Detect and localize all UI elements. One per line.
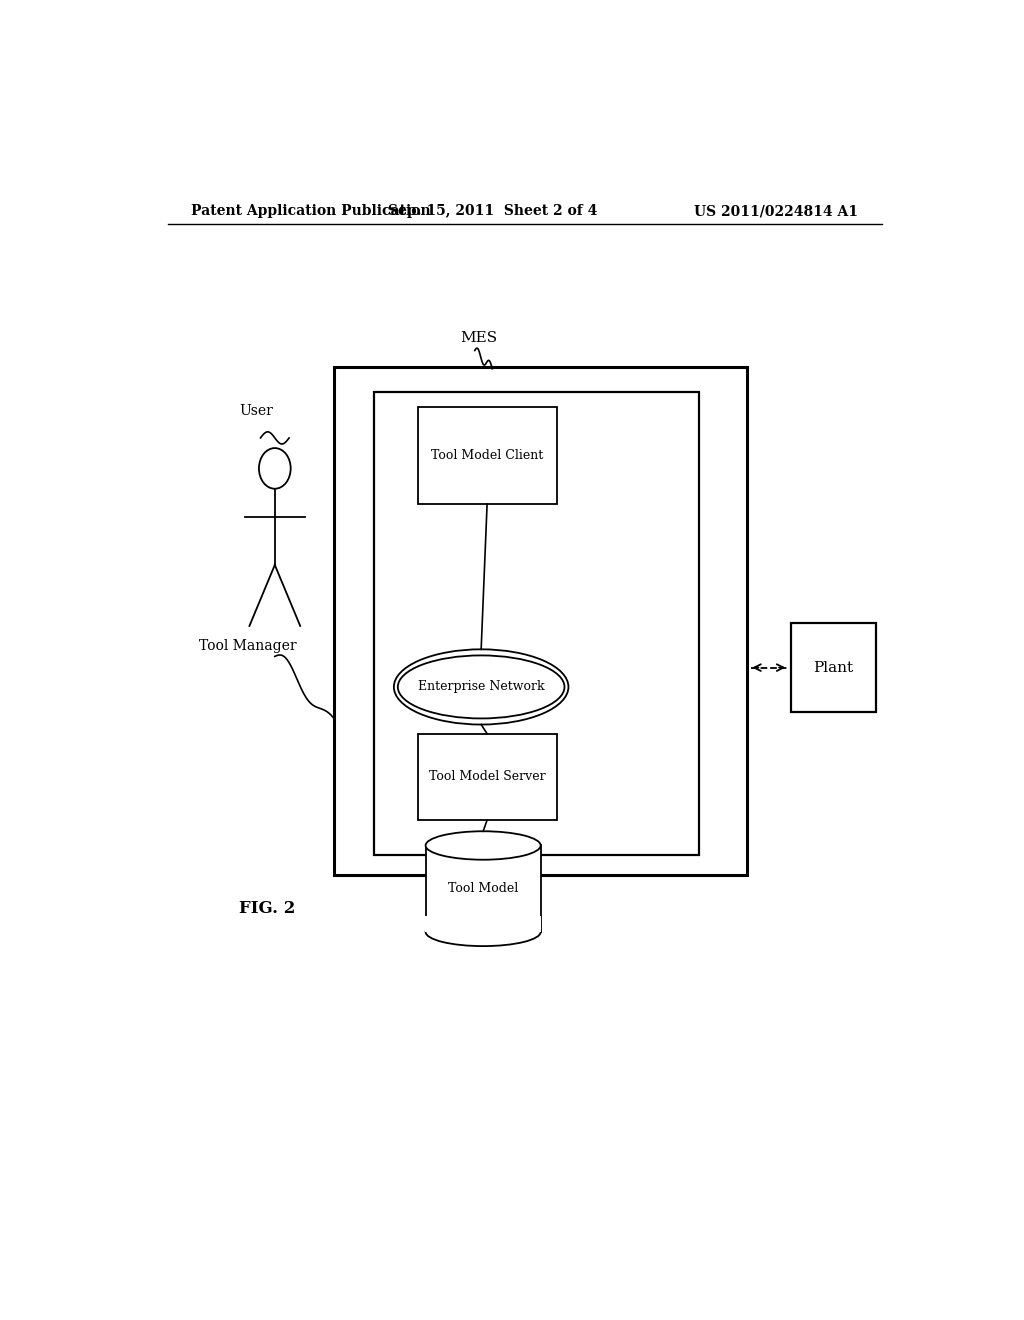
Text: Tool Model: Tool Model (449, 882, 518, 895)
Text: Tool Manager: Tool Manager (200, 639, 297, 653)
Text: FIG. 2: FIG. 2 (240, 900, 296, 917)
FancyBboxPatch shape (374, 392, 699, 854)
Ellipse shape (394, 649, 568, 725)
Text: US 2011/0224814 A1: US 2011/0224814 A1 (694, 205, 858, 218)
Text: Plant: Plant (813, 660, 854, 675)
FancyBboxPatch shape (791, 623, 877, 713)
Text: Patent Application Publication: Patent Application Publication (191, 205, 431, 218)
Text: Sep. 15, 2011  Sheet 2 of 4: Sep. 15, 2011 Sheet 2 of 4 (388, 205, 598, 218)
Ellipse shape (398, 656, 564, 718)
Text: User: User (240, 404, 273, 417)
Text: Enterprise Network: Enterprise Network (418, 680, 545, 693)
FancyBboxPatch shape (418, 734, 557, 820)
FancyBboxPatch shape (418, 408, 557, 504)
Text: Tool Model Server: Tool Model Server (429, 771, 546, 783)
Text: MES: MES (460, 331, 498, 346)
FancyBboxPatch shape (334, 367, 748, 875)
FancyBboxPatch shape (426, 846, 541, 932)
Ellipse shape (426, 832, 541, 859)
FancyBboxPatch shape (425, 916, 542, 932)
Text: Tool Model Client: Tool Model Client (431, 449, 543, 462)
Ellipse shape (426, 917, 541, 946)
